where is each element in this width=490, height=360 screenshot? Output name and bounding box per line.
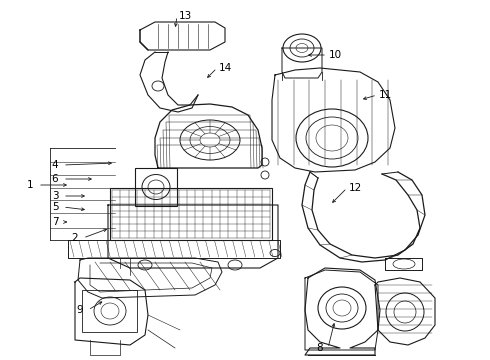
Text: 14: 14 xyxy=(219,63,232,73)
Text: 1: 1 xyxy=(26,180,33,190)
Bar xyxy=(135,168,177,206)
Bar xyxy=(82,290,137,332)
Text: 8: 8 xyxy=(317,343,323,353)
Text: 4: 4 xyxy=(51,160,58,170)
Text: 7: 7 xyxy=(51,217,58,227)
Text: 12: 12 xyxy=(348,183,362,193)
Text: 6: 6 xyxy=(51,174,58,184)
Text: 13: 13 xyxy=(178,11,192,21)
Text: 5: 5 xyxy=(51,202,58,212)
Text: 3: 3 xyxy=(51,191,58,201)
Text: 11: 11 xyxy=(378,90,392,100)
Bar xyxy=(110,188,272,240)
Text: 9: 9 xyxy=(77,305,83,315)
Text: 10: 10 xyxy=(328,50,342,60)
Text: 2: 2 xyxy=(72,233,78,243)
